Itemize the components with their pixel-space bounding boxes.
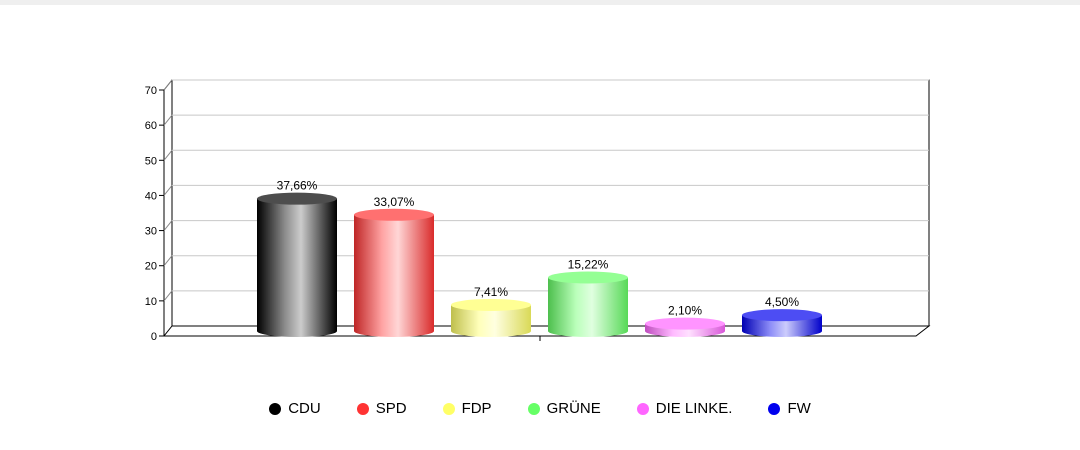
y-tick-label: 0 xyxy=(151,331,157,343)
y-tick-label: 70 xyxy=(145,85,157,97)
legend: CDU SPD FDP GRÜNE DIE LINKE. FW xyxy=(0,400,1080,417)
legend-item: SPD xyxy=(356,400,407,417)
y-tick-label: 30 xyxy=(145,226,157,238)
legend-label: FDP xyxy=(461,400,492,417)
top-strip xyxy=(0,0,1080,5)
bar-top xyxy=(645,317,725,330)
y-tick-label: 40 xyxy=(145,190,157,202)
data-label: 33,07% xyxy=(374,195,415,209)
bar-body xyxy=(354,214,434,337)
gridline-side xyxy=(163,185,173,196)
data-label: 7,41% xyxy=(474,285,508,299)
bar-top xyxy=(548,271,628,284)
legend-label: SPD xyxy=(375,400,407,417)
y-tick-label: 60 xyxy=(145,120,157,132)
bar-gr-ne xyxy=(548,271,628,337)
legend-swatch xyxy=(527,402,540,415)
gridline-side xyxy=(163,114,173,126)
y-axis-ticks: 0 10 20 30 40 50 60 70 xyxy=(145,85,164,343)
legend-label: GRÜNE xyxy=(546,400,601,417)
bar-top xyxy=(451,298,531,311)
gridline-side xyxy=(163,79,173,91)
legend-item: FW xyxy=(768,400,811,417)
legend-swatch xyxy=(356,402,369,415)
legend-swatch xyxy=(442,402,455,415)
legend-swatch xyxy=(636,402,649,415)
data-label: 37,66% xyxy=(277,179,318,193)
bar-fw xyxy=(742,309,822,337)
legend-label: DIE LINKE. xyxy=(655,400,733,417)
y-tick-label: 20 xyxy=(145,261,157,273)
bar-body xyxy=(257,198,337,337)
data-label: 15,22% xyxy=(568,258,609,272)
bar-body xyxy=(451,304,531,337)
legend-item: DIE LINKE. xyxy=(636,400,733,417)
bar-top xyxy=(742,309,822,322)
bar-cdu xyxy=(257,192,337,337)
data-labels: 37,66% 33,07% 7,41% 15,22% 2,10% 4,50% xyxy=(277,179,800,318)
legend-swatch xyxy=(269,402,282,415)
data-label: 4,50% xyxy=(765,295,799,309)
bar-fdp xyxy=(451,298,531,337)
bar-top xyxy=(354,208,434,221)
legend-item: GRÜNE xyxy=(527,400,601,417)
data-label: 2,10% xyxy=(668,304,702,318)
y-tick-label: 50 xyxy=(145,155,157,167)
gridline-side xyxy=(163,220,173,231)
bar-body xyxy=(548,277,628,337)
bar-die-linke xyxy=(645,317,725,337)
gridline-side xyxy=(163,255,173,267)
legend-item: CDU xyxy=(269,400,321,417)
legend-item: FDP xyxy=(442,400,492,417)
bar-chart: 0 10 20 30 40 50 60 70 37,66% 33,07% 7,41% 15,22% 2… xyxy=(145,79,931,343)
legend-label: FW xyxy=(787,400,811,417)
legend-label: CDU xyxy=(288,400,321,417)
legend-swatch xyxy=(768,402,781,415)
gridline-side xyxy=(163,149,173,161)
bar-spd xyxy=(354,208,434,337)
bar-body xyxy=(742,315,822,337)
bar-top xyxy=(257,192,337,205)
gridline-side xyxy=(163,290,173,302)
y-tick-label: 10 xyxy=(145,296,157,308)
bars xyxy=(257,192,822,337)
